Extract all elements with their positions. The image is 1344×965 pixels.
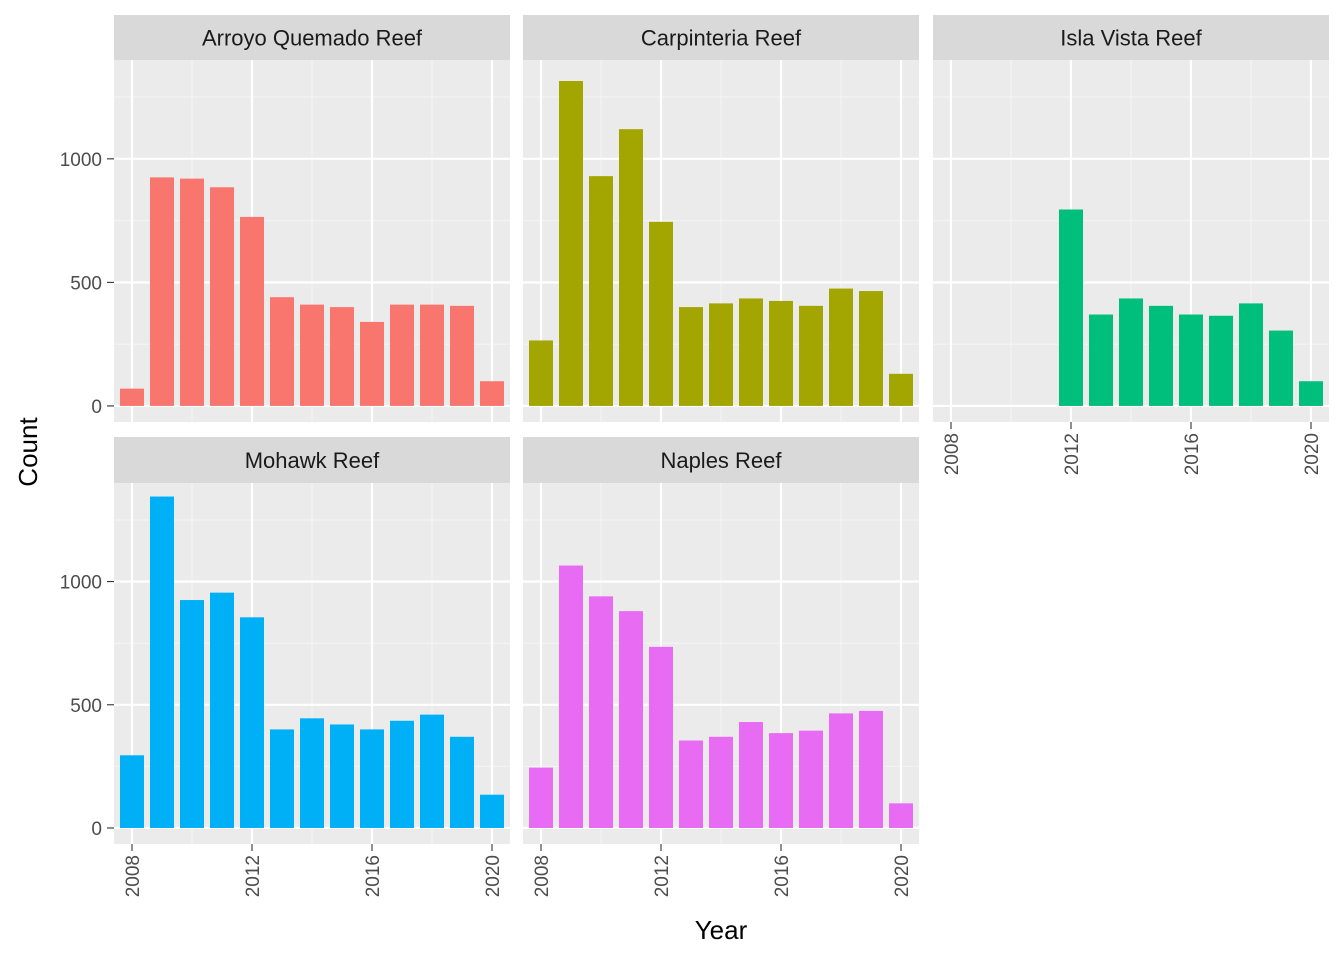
panel-mohawk-reef-bar-2013 [270,729,294,828]
panel-arroyo-quemado-reef-bar-2019 [450,305,474,406]
panel-isla-vista-reef-x-tick-label: 2008 [942,433,963,475]
panel-isla-vista-reef-strip-title: Isla Vista Reef [1060,26,1202,51]
panel-mohawk-reef-x-tick-label: 2012 [243,855,264,897]
panel-isla-vista-reef-bar-2014 [1119,298,1143,406]
panel-arroyo-quemado-reef-y-tick-label: 500 [70,273,102,294]
panel-isla-vista-reef-bar-2013 [1089,314,1113,406]
panel-arroyo-quemado-reef-bar-2013 [270,297,294,406]
panel-naples-reef-strip-title: Naples Reef [660,448,782,473]
panel-carpinteria-reef-bar-2012 [649,221,673,406]
panel-mohawk-reef-y-tick-label: 1000 [60,573,102,594]
panel-naples-reef-bar-2014 [709,736,733,828]
panel-isla-vista-reef-strip [933,15,1329,60]
panel-mohawk-reef-y-tick-label: 0 [91,819,102,840]
panel-mohawk-reef-y-tick-label: 500 [70,696,102,717]
panel-naples-reef-bar-2008 [529,767,553,828]
y-axis-title: Count [13,417,43,487]
panel-isla-vista-reef-bar-2019 [1269,330,1293,406]
panel-arroyo-quemado-reef-bar-2016 [360,321,384,406]
panel-naples-reef-bar-2013 [679,740,703,828]
panel-mohawk-reef-x-tick-label: 2016 [363,855,384,897]
panel-arroyo-quemado-reef-bar-2020 [480,381,504,406]
panel-mohawk-reef-bar-2014 [300,718,324,828]
panel-mohawk-reef-strip-title: Mohawk Reef [245,448,380,473]
panel-arroyo-quemado-reef-bar-2012 [240,216,264,406]
panel-naples-reef-x-tick-label: 2012 [652,855,673,897]
panel-isla-vista-reef-bar-2012 [1059,209,1083,406]
panel-mohawk-reef-strip [114,437,510,483]
panel-carpinteria-reef-bar-2018 [829,288,853,406]
panel-carpinteria-reef-bar-2011 [619,129,643,406]
panel-mohawk-reef-bar-2020 [480,794,504,828]
panel-naples-reef-x-tick-label: 2016 [772,855,793,897]
panel-mohawk-reef-bar-2016 [360,729,384,828]
panel-mohawk-reef-bar-2009 [150,496,174,828]
panel-naples-reef-strip [523,437,919,483]
panel-carpinteria-reef-bar-2013 [679,307,703,406]
panel-mohawk-reef-bar-2012 [240,617,264,828]
panel-isla-vista-reef-bar-2017 [1209,315,1233,406]
panel-naples-reef-bar-2017 [799,730,823,828]
panel-arroyo-quemado-reef-bar-2009 [150,177,174,406]
panel-carpinteria-reef-strip-title: Carpinteria Reef [641,26,802,51]
panel-carpinteria-reef-bar-2020 [889,373,913,406]
panel-naples-reef-bar-2016 [769,733,793,828]
panel-isla-vista-reef-x-tick-label: 2016 [1182,433,1203,475]
panel-carpinteria-reef-bar-2010 [589,176,613,406]
panel-arroyo-quemado-reef-strip [114,15,510,60]
panel-isla-vista-reef-x-tick-label: 2020 [1302,433,1323,475]
panel-arroyo-quemado-reef-bar-2008 [120,388,144,406]
panel-arroyo-quemado-reef-y-tick-label: 1000 [60,150,102,171]
panel-arroyo-quemado-reef-bar-2014 [300,304,324,406]
panel-arroyo-quemado-reef-bar-2018 [420,304,444,406]
panel-mohawk-reef-x-tick-label: 2020 [483,855,504,897]
panel-arroyo-quemado-reef-strip-title: Arroyo Quemado Reef [202,26,423,51]
panel-carpinteria-reef-bar-2015 [739,298,763,406]
panel-mohawk-reef-x-tick-label: 2008 [123,855,144,897]
panel-carpinteria-reef-bar-2014 [709,303,733,406]
panel-arroyo-quemado-reef-bar-2011 [210,187,234,406]
panel-arroyo-quemado-reef-bar-2017 [390,304,414,406]
panel-mohawk-reef-bar-2017 [390,720,414,828]
x-axis-title: Year [695,915,748,945]
panel-isla-vista-reef-bar-2018 [1239,303,1263,406]
panel-mohawk-reef-bar-2008 [120,755,144,828]
panel-mohawk-reef-bar-2018 [420,714,444,828]
panel-carpinteria-reef-strip [523,15,919,60]
panel-mohawk-reef-bar-2015 [330,724,354,828]
panel-carpinteria-reef-bar-2008 [529,340,553,406]
panel-carpinteria-reef-bar-2009 [559,81,583,406]
panel-isla-vista-reef-bar-2015 [1149,305,1173,406]
panel-mohawk-reef-bar-2019 [450,736,474,828]
panel-naples-reef-bar-2020 [889,803,913,828]
panel-arroyo-quemado-reef-bar-2010 [180,178,204,406]
panel-naples-reef-bar-2011 [619,611,643,828]
panel-naples-reef-x-tick-label: 2020 [892,855,913,897]
panel-isla-vista-reef-bar-2020 [1299,381,1323,406]
panel-naples-reef-bar-2018 [829,713,853,828]
panel-mohawk-reef-bar-2011 [210,592,234,828]
panel-arroyo-quemado-reef-bar-2015 [330,307,354,406]
panel-naples-reef-bar-2009 [559,565,583,828]
panel-carpinteria-reef-bar-2019 [859,291,883,406]
panel-naples-reef-x-tick-label: 2008 [532,855,553,897]
panel-naples-reef-bar-2015 [739,722,763,828]
panel-naples-reef-bar-2019 [859,710,883,828]
panel-carpinteria-reef-bar-2016 [769,300,793,406]
panel-isla-vista-reef-x-tick-label: 2012 [1062,433,1083,475]
panel-naples-reef-bar-2010 [589,596,613,828]
panel-isla-vista-reef-bar-2016 [1179,314,1203,406]
panel-naples-reef-bar-2012 [649,646,673,828]
panel-mohawk-reef-bar-2010 [180,600,204,828]
panel-carpinteria-reef-bar-2017 [799,305,823,406]
panel-arroyo-quemado-reef-y-tick-label: 0 [91,397,102,418]
